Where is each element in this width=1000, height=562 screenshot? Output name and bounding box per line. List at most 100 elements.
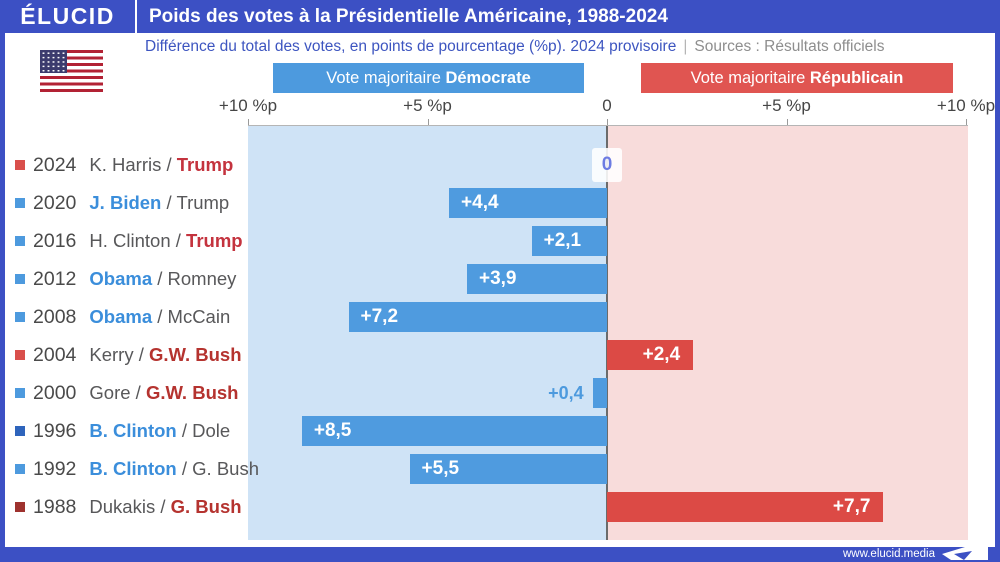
- year-label: 2004: [33, 343, 77, 366]
- candidates-label: H. Clinton / Trump: [89, 230, 242, 252]
- year-label: 2000: [33, 381, 77, 404]
- candidate-separator: /: [176, 420, 193, 441]
- candidate-separator: /: [155, 496, 171, 517]
- republican-candidate: Trump: [186, 230, 243, 251]
- zero-value-badge: 0: [592, 148, 622, 182]
- us-flag-canton: [40, 50, 67, 73]
- year-label: 2024: [33, 153, 77, 176]
- axis-tick-mark: [427, 119, 429, 125]
- candidates-label: J. Biden / Trump: [89, 192, 229, 214]
- democrat-candidate: B. Clinton: [89, 420, 177, 441]
- year-label: 2008: [33, 305, 77, 328]
- democrat-margin-bar: +3,9: [466, 264, 607, 294]
- republican-candidate: G. Bush: [170, 496, 242, 517]
- chart-plot-area: 0 +4,4 +2,1 +3,9 +7,2 +2,4 +0,4 +8,5 +5,5 +7,7: [248, 126, 968, 540]
- axis-tick-label: +5 %p: [762, 96, 811, 115]
- candidate-separator: /: [161, 192, 177, 213]
- footer-url: www.elucid.media: [842, 548, 935, 560]
- year-row-label: 2016 H. Clinton / Trump: [15, 222, 243, 260]
- candidate-separator: /: [170, 230, 187, 251]
- header-divider: [135, 0, 137, 33]
- axis-tick-label: +10 %p: [218, 96, 278, 115]
- year-row-label: 2000 Gore / G.W. Bush: [15, 374, 238, 412]
- axis-tick-mark: [786, 119, 788, 125]
- republican-candidate: G.W. Bush: [145, 382, 239, 403]
- candidate-separator: /: [133, 344, 150, 365]
- legend-democrat-label: Démocrate: [445, 68, 531, 87]
- year-row-label: 1996 B. Clinton / Dole: [15, 412, 230, 450]
- republican-margin-bar: +2,4: [607, 340, 694, 370]
- candidate-separator: /: [176, 458, 193, 479]
- year-row-label: 1992 B. Clinton / G. Bush: [15, 450, 259, 488]
- year-row-label: 1988 Dukakis / G. Bush: [15, 488, 242, 526]
- winner-party-square-icon: [15, 388, 25, 398]
- democrat-candidate: B. Clinton: [89, 458, 177, 479]
- zero-axis-line: [606, 126, 608, 540]
- winner-party-square-icon: [15, 502, 25, 512]
- axis-tick-label: 0: [602, 96, 612, 115]
- candidates-label: Kerry / G.W. Bush: [89, 344, 241, 366]
- subtitle-separator: |: [683, 38, 688, 55]
- republican-candidate: Trump: [176, 154, 234, 175]
- winner-party-square-icon: [15, 350, 25, 360]
- subtitle-sources: Sources : Résultats officiels: [694, 38, 885, 55]
- candidates-label: B. Clinton / G. Bush: [89, 458, 259, 480]
- winner-party-square-icon: [15, 426, 25, 436]
- axis-tick-label: +5 %p: [403, 96, 452, 115]
- candidates-label: Dukakis / G. Bush: [89, 496, 241, 518]
- winner-party-square-icon: [15, 274, 25, 284]
- democrat-margin-bar: [592, 378, 607, 408]
- bar-value-label-outside: +0,4: [548, 383, 584, 403]
- legend-republican-label: Républicain: [809, 68, 904, 87]
- democrat-candidate: Gore: [89, 382, 131, 403]
- winner-party-square-icon: [15, 160, 25, 170]
- candidates-label: K. Harris / Trump: [89, 154, 233, 176]
- axis-tick-label: +10 %p: [936, 96, 996, 115]
- winner-party-square-icon: [15, 198, 25, 208]
- democrat-margin-bar: +8,5: [301, 416, 607, 446]
- republican-candidate: G. Bush: [192, 458, 259, 479]
- democrat-margin-bar: +2,1: [531, 226, 607, 256]
- year-label: 2012: [33, 267, 77, 290]
- page-border-left: [0, 33, 5, 547]
- year-row-label: 2020 J. Biden / Trump: [15, 184, 229, 222]
- legend-republican-badge: Vote majoritaire Républicain: [641, 63, 953, 93]
- democrat-margin-bar: +4,4: [449, 188, 607, 218]
- democrat-margin-bar: +5,5: [409, 454, 607, 484]
- candidates-label: B. Clinton / Dole: [89, 420, 230, 442]
- header-bar: ÉLUCID Poids des votes à la Présidentiel…: [0, 0, 1000, 33]
- legend-republican-prefix: Vote majoritaire: [690, 68, 810, 87]
- page-border-right: [995, 33, 1000, 547]
- republican-margin-bar: +7,7: [607, 492, 884, 522]
- year-label: 2016: [33, 229, 77, 252]
- winner-party-square-icon: [15, 464, 25, 474]
- winner-party-square-icon: [15, 236, 25, 246]
- republican-candidate: Romney: [167, 268, 237, 289]
- year-label: 2020: [33, 191, 77, 214]
- legend-democrat-badge: Vote majoritaire Démocrate: [273, 63, 584, 93]
- republican-half-background: [607, 126, 968, 540]
- year-row-label: 2012 Obama / Romney: [15, 260, 236, 298]
- legend-democrat-prefix: Vote majoritaire: [326, 68, 446, 87]
- year-label: 1992: [33, 457, 77, 480]
- candidates-label: Obama / Romney: [89, 268, 236, 290]
- axis-tick-mark: [607, 119, 608, 125]
- democrat-candidate: H. Clinton: [89, 230, 171, 251]
- democrat-candidate: Dukakis: [89, 496, 156, 517]
- candidate-separator: /: [130, 382, 146, 403]
- democrat-candidate: J. Biden: [89, 192, 162, 213]
- footer-bar: [0, 547, 1000, 562]
- republican-candidate: McCain: [167, 306, 231, 327]
- republican-candidate: G.W. Bush: [149, 344, 242, 365]
- republican-candidate: Trump: [176, 192, 230, 213]
- year-label: 1996: [33, 419, 77, 442]
- year-label: 1988: [33, 495, 77, 518]
- axis-tick-mark: [248, 119, 249, 125]
- subtitle: Différence du total des votes, en points…: [145, 38, 885, 56]
- candidate-separator: /: [152, 268, 168, 289]
- candidates-label: Gore / G.W. Bush: [89, 382, 238, 404]
- candidates-label: Obama / McCain: [89, 306, 230, 328]
- page-title: Poids des votes à la Présidentielle Amér…: [149, 5, 668, 27]
- paper-plane-icon: [942, 540, 988, 560]
